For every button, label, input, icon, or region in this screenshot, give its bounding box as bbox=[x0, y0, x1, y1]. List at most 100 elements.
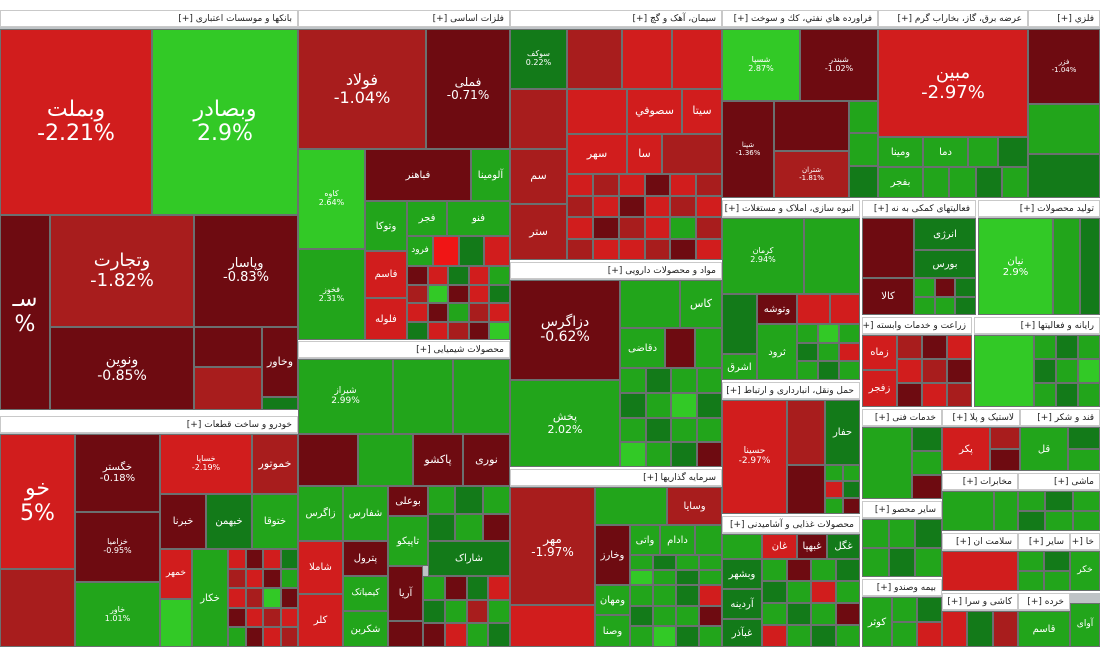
tile-ghasem[interactable]: قاسم bbox=[1018, 611, 1070, 647]
tile-shabandar[interactable]: شبندر -1.02% bbox=[800, 29, 878, 101]
tile-small-bank-2[interactable] bbox=[194, 367, 262, 410]
tile-bfajr[interactable]: بفجر bbox=[878, 167, 923, 198]
tile-darzagros[interactable]: دزاگرس -0.62% bbox=[510, 280, 620, 380]
tile-khodro[interactable]: خو 5% bbox=[0, 434, 75, 569]
tile-fjar[interactable]: فجر bbox=[407, 201, 447, 236]
tile-kala[interactable]: کالا bbox=[862, 278, 914, 315]
tile-farood[interactable]: فرود bbox=[407, 236, 433, 266]
sector-header-chemical[interactable]: محصولات شیمیایی [+] bbox=[298, 341, 510, 358]
tile-realestate-4[interactable] bbox=[797, 294, 830, 324]
tile-vsakhar[interactable]: وخارز bbox=[595, 525, 630, 585]
tile-cement-4[interactable] bbox=[672, 29, 722, 89]
tile-vsenta[interactable]: وصنا bbox=[595, 615, 630, 647]
tile-pkar[interactable]: پکر bbox=[942, 427, 990, 471]
sector-header-banks[interactable]: بانکها و موسسات اعتباری [+] bbox=[0, 10, 298, 27]
sector-header-sugar[interactable]: قند و شکر [+] bbox=[1020, 409, 1100, 426]
tile-dadam[interactable]: دادام bbox=[660, 525, 695, 555]
tile-shpakeshoo[interactable]: پاکشو bbox=[413, 434, 463, 486]
sector-header-retail[interactable]: خرده [+] bbox=[1018, 593, 1070, 610]
tile-support-2[interactable] bbox=[862, 218, 914, 278]
tile-vmehan[interactable]: ومهان bbox=[595, 585, 630, 615]
tile-cement-7[interactable] bbox=[662, 134, 722, 174]
tile-sokaf[interactable]: سوکف 0.22% bbox=[510, 29, 567, 89]
tile-fameli[interactable]: فملی -0.71% bbox=[426, 29, 510, 149]
tile-kaas[interactable]: کاس bbox=[680, 280, 722, 328]
tile-nouri[interactable]: نوری bbox=[463, 434, 510, 486]
tile-shakran[interactable]: شکربن bbox=[343, 611, 388, 647]
sector-header-realestate[interactable]: انبوه سازی، املاک و مستغلات [+] bbox=[722, 200, 860, 217]
tile-kave[interactable]: کاوه 2.64% bbox=[298, 149, 365, 249]
tile-chemical-3[interactable] bbox=[453, 359, 510, 434]
tile-khsapa[interactable]: خساپا -2.19% bbox=[160, 434, 252, 494]
sector-header-services[interactable]: خدمات فنی [+] bbox=[862, 409, 942, 426]
sector-header-other[interactable]: سایر [+] bbox=[1018, 533, 1070, 550]
tile-telecom-1[interactable] bbox=[942, 491, 994, 531]
tile-investment-2[interactable] bbox=[510, 605, 595, 647]
sector-header-transport[interactable]: حمل ونقل، انبارداری و ارتباط [+] bbox=[722, 382, 860, 399]
sector-header-power[interactable]: عرضه برق، گاز، بخاراب گرم [+] bbox=[878, 10, 1028, 27]
tile-kher[interactable]: خکر bbox=[1070, 551, 1100, 591]
tile-sahar[interactable]: سهر bbox=[567, 134, 627, 174]
tile-ardina[interactable]: آردینه bbox=[722, 589, 762, 619]
tile-vnovin[interactable]: ونوین -0.85% bbox=[50, 327, 194, 410]
tile-tapiko[interactable]: تاپیکو bbox=[388, 516, 428, 566]
tile-chemical-small[interactable] bbox=[388, 621, 423, 647]
tile-produce-2[interactable] bbox=[1053, 218, 1080, 315]
sector-header-agri[interactable]: زراعت و خدمات وابسته [+] bbox=[862, 317, 972, 334]
tile-sam[interactable]: سم bbox=[510, 149, 567, 204]
tile-chemian[interactable]: کیمیاتک bbox=[343, 576, 388, 611]
tile-khchakad[interactable]: خکار bbox=[192, 549, 228, 647]
tile-shtran[interactable]: شتران -1.81% bbox=[774, 151, 849, 198]
tile-pharma-3[interactable] bbox=[665, 328, 695, 368]
tile-oil-2[interactable] bbox=[774, 101, 849, 151]
tile-vbmellat[interactable]: وبملت -2.21% bbox=[0, 29, 152, 215]
tile-vtoka[interactable]: وتوکا bbox=[365, 201, 407, 251]
tile-khmotor[interactable]: خموتور bbox=[252, 434, 298, 494]
tile-ghazal[interactable]: غگل bbox=[827, 534, 860, 559]
tile-fanoo[interactable]: فنو bbox=[447, 201, 510, 236]
tile-mining-3[interactable] bbox=[1028, 154, 1100, 198]
tile-khrar[interactable]: خاور 1.01% bbox=[75, 582, 160, 647]
tile-foolad[interactable]: فولاد -1.04% bbox=[298, 29, 426, 149]
tile-dama[interactable]: دما bbox=[923, 137, 968, 167]
tile-vtosha[interactable]: وتوشه bbox=[757, 294, 797, 324]
tile-bours[interactable]: بورس bbox=[914, 250, 976, 278]
sector-header-wood[interactable]: خا [+] bbox=[1070, 533, 1100, 550]
tile-sharak[interactable]: شاراک bbox=[428, 541, 510, 576]
tile-khzamiad[interactable]: خزامیا -0.95% bbox=[75, 512, 160, 582]
tile-mining-2[interactable] bbox=[1028, 104, 1100, 154]
sector-header-oil[interactable]: فراورده هاي نفتي، كك و سوخت [+] bbox=[722, 10, 878, 27]
tile-fkhooz[interactable]: فخوز 2.31% bbox=[298, 249, 365, 340]
tile-sasa[interactable]: سا bbox=[627, 134, 662, 174]
tile-shiraz[interactable]: شیراز 2.99% bbox=[298, 359, 393, 434]
tile-nian[interactable]: نیان 2.9% bbox=[978, 218, 1053, 315]
tile-telecom-2[interactable] bbox=[994, 491, 1018, 531]
tile-vbsadr[interactable]: وبصادر 2.9% bbox=[152, 29, 298, 215]
sector-header-health[interactable]: سلامت ان [+] bbox=[942, 533, 1018, 550]
tile-produce-3[interactable] bbox=[1080, 218, 1100, 315]
tile-alumina[interactable]: آلومینا bbox=[471, 149, 510, 201]
tile-dghazi[interactable]: دقاضی bbox=[620, 328, 665, 368]
sector-header-food[interactable]: محصولات غذایی و آشامیدنی [+] bbox=[722, 516, 860, 533]
tile-vsaya[interactable]: وسایا bbox=[667, 487, 722, 525]
sector-header-pharma[interactable]: مواد و محصولات دارویی [+] bbox=[510, 262, 722, 279]
sector-header-produce[interactable]: تولید محصولات [+] bbox=[978, 200, 1100, 217]
tile-khtoga[interactable]: ختوقا bbox=[252, 494, 298, 549]
tile-ghbehpak[interactable]: غبهپا bbox=[797, 534, 827, 559]
tile-ghazan[interactable]: غان bbox=[762, 534, 797, 559]
tile-food-1[interactable] bbox=[722, 534, 762, 559]
tile-faqsam[interactable]: فاسم bbox=[365, 251, 407, 298]
tile-ghabgadr[interactable]: غبآذر bbox=[722, 619, 762, 647]
tile-health-1[interactable] bbox=[942, 551, 1018, 591]
tile-zamahar[interactable]: زماه bbox=[862, 335, 897, 370]
tile-khamhar[interactable]: خمهر bbox=[160, 549, 192, 599]
tile-chemical-5[interactable] bbox=[358, 434, 413, 486]
sector-header-auto[interactable]: خودرو و ساخت قطعات [+] bbox=[0, 416, 298, 433]
tile-transport-2[interactable] bbox=[787, 400, 825, 465]
tile-vkootar[interactable]: کوثر bbox=[862, 597, 892, 647]
tile-kermanshah[interactable]: کرمان 2.94% bbox=[722, 218, 804, 294]
sector-header-cement[interactable]: سیمان، آهک و گچ [+] bbox=[510, 10, 722, 27]
tile-vkhavar[interactable]: وخاور bbox=[262, 327, 298, 397]
sector-header-telecom[interactable]: مخابرات [+] bbox=[942, 473, 1018, 490]
sector-header-machinery[interactable]: ماشی [+] bbox=[1018, 473, 1100, 490]
